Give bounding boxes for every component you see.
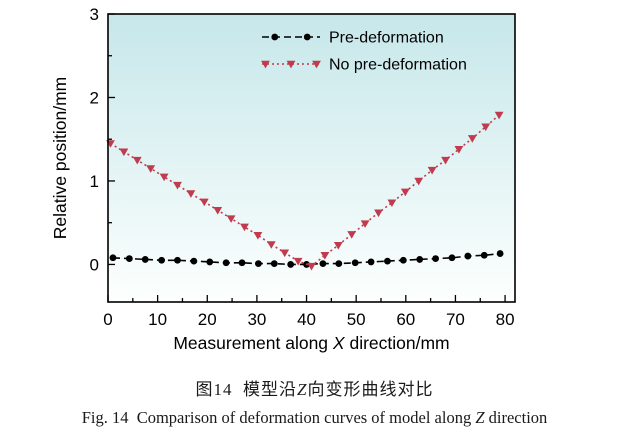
triangle-down-marker (400, 188, 410, 197)
x-tick-label: 80 (496, 310, 515, 329)
legend: Pre-deformation No pre-deformation (261, 30, 467, 74)
triangle-down-marker (414, 177, 424, 186)
triangle-down-marker (159, 173, 169, 182)
triangle-down-marker (293, 257, 303, 266)
x-tick-label: 60 (396, 310, 415, 329)
circle-marker (480, 251, 488, 259)
circle-marker (238, 259, 246, 267)
triangle-down-marker (360, 220, 370, 228)
triangle-down-marker (199, 198, 209, 207)
triangle-down-marker (186, 190, 196, 198)
circle-marker (109, 254, 117, 262)
axis-label-part: Measurement along (173, 333, 333, 353)
x-tick-label: 40 (297, 310, 316, 329)
x-tick-label: 0 (103, 310, 112, 329)
triangle-down-marker (494, 111, 504, 120)
circle-marker (351, 259, 359, 267)
axis-label-italic-part: X (332, 333, 346, 353)
circle-marker (448, 254, 456, 262)
circle-marker (206, 258, 214, 266)
triangle-down-marker (454, 146, 464, 154)
y-tick-label: 1 (90, 172, 99, 191)
circle-marker (335, 260, 343, 267)
circle-marker (416, 256, 424, 263)
circle-marker (319, 260, 327, 267)
deformation-chart: 0 10 20 30 40 50 60 70 80 0 1 2 3 Measurement along X… (50, 5, 516, 353)
legend-item: Pre-deformation (262, 30, 444, 47)
x-tick-label: 30 (247, 310, 266, 329)
triangle-down-marker (441, 156, 450, 165)
circle-marker (384, 257, 391, 265)
axis-label-part: direction/mm (345, 333, 450, 353)
triangle-down-marker (333, 242, 343, 250)
circle-marker (464, 252, 472, 260)
y-axis-label: Relative position/mm (50, 77, 70, 239)
legend-item: No pre-deformation (261, 57, 467, 74)
triangle-down-marker (280, 249, 290, 258)
circle-marker (254, 260, 262, 267)
triangle-down-marker (347, 231, 357, 239)
axis-ticks (107, 13, 506, 302)
x-tick-label: 10 (148, 310, 167, 329)
circle-marker (222, 259, 230, 267)
figure-caption-zh: 图14 模型沿Z向变形曲线对比 (195, 380, 434, 399)
triangle-down-marker (374, 209, 383, 218)
legend-label: Pre-deformation (329, 30, 444, 47)
triangle-down-marker (261, 60, 270, 69)
y-tick-label: 0 (90, 255, 99, 274)
chart-container: 0 10 20 30 40 50 60 70 80 0 1 2 3 Measurement along X… (0, 2, 629, 363)
legend-label: No pre-deformation (329, 57, 467, 74)
x-tick-label: 70 (446, 310, 465, 329)
triangle-down-marker (240, 223, 249, 232)
circle-marker (303, 33, 311, 41)
triangle-down-marker (226, 215, 236, 223)
triangle-down-marker (213, 206, 223, 215)
circle-marker (125, 255, 133, 262)
triangle-down-marker (132, 156, 142, 165)
y-tick-label: 3 (90, 5, 99, 24)
triangle-down-marker (119, 148, 129, 157)
triangle-down-marker (253, 232, 263, 240)
circle-marker (271, 33, 279, 41)
y-tick-label: 2 (90, 88, 99, 107)
circle-marker (190, 257, 198, 265)
figure-page: 0 10 20 30 40 50 60 70 80 0 1 2 3 Measurement along X… (0, 2, 629, 427)
x-tick-label: 20 (198, 310, 217, 329)
circle-marker (367, 258, 375, 266)
triangle-down-marker (173, 181, 182, 190)
triangle-down-marker (427, 166, 437, 175)
circle-marker (496, 250, 504, 257)
triangle-down-marker (467, 135, 477, 143)
circle-marker (432, 255, 439, 262)
circle-marker (399, 256, 407, 264)
x-tick-label: 50 (347, 310, 366, 329)
axis-label-part: Relative position/mm (50, 77, 70, 239)
circle-marker (174, 256, 181, 264)
circle-marker (141, 256, 149, 263)
triangle-down-marker (320, 252, 330, 260)
figure-caption-en: Fig. 14 Comparison of deformation curves… (81, 408, 548, 427)
triangle-down-marker (307, 262, 316, 271)
triangle-down-marker (481, 123, 491, 132)
triangle-down-marker (312, 60, 321, 69)
series-no-pre-deformation (106, 111, 504, 271)
circle-marker (287, 261, 295, 268)
triangle-down-marker (266, 241, 276, 249)
circle-marker (270, 260, 278, 267)
triangle-down-marker (146, 165, 156, 173)
circle-marker (158, 256, 166, 264)
x-axis-label: Measurement along X direction/mm (173, 333, 449, 353)
triangle-down-marker (286, 60, 296, 69)
triangle-down-marker (387, 199, 397, 208)
plot-border (107, 13, 516, 303)
